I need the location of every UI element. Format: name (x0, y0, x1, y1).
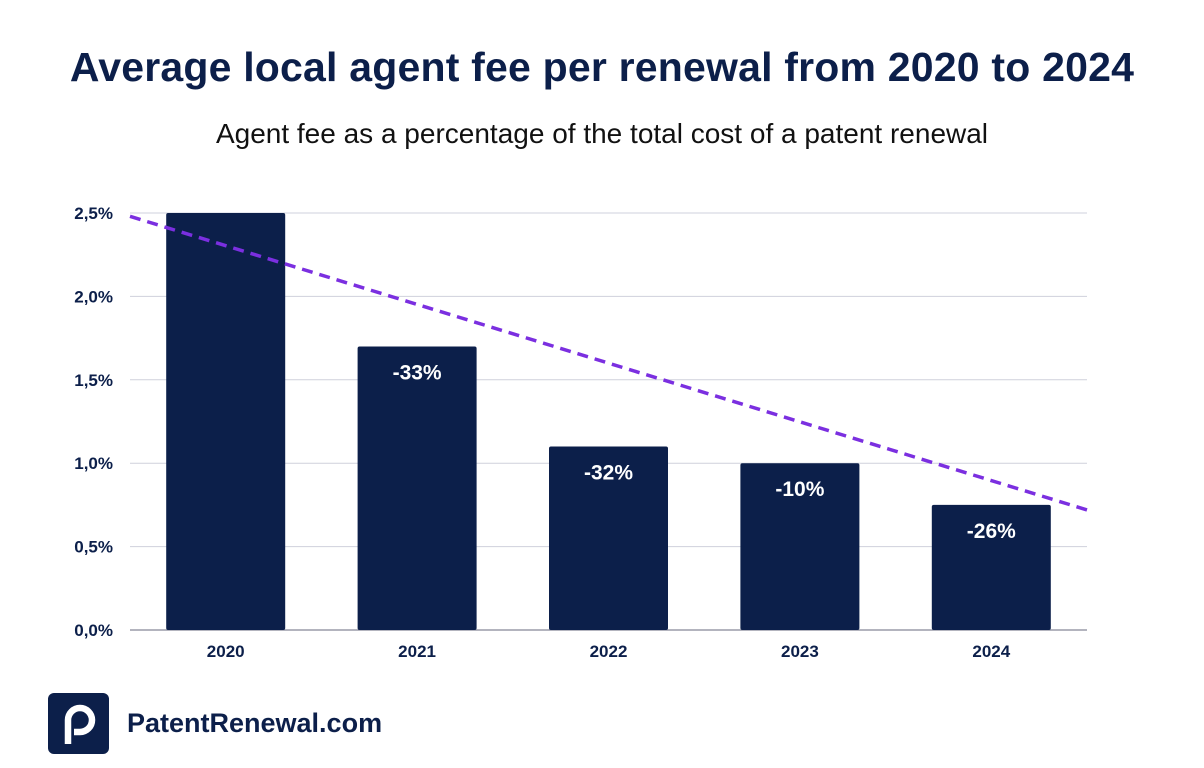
bar-data-label: -33% (393, 361, 442, 384)
y-tick-label: 2,5% (74, 204, 113, 223)
y-tick-label: 1,0% (74, 454, 113, 473)
bar (549, 446, 668, 630)
brand-name: PatentRenewal.com (127, 708, 383, 738)
bar-data-label: -10% (775, 478, 824, 501)
x-tick-label: 2022 (590, 642, 628, 661)
bar-data-label: -32% (584, 462, 633, 485)
x-tick-label: 2023 (781, 642, 819, 661)
bar-data-label: -26% (967, 520, 1016, 543)
bar (931, 504, 1051, 630)
y-tick-label: 0,5% (74, 538, 113, 557)
p-logo-icon (64, 704, 95, 744)
trend-line (129, 214, 1088, 512)
x-tick-label: 2020 (207, 642, 245, 661)
brand-logo-icon (48, 693, 109, 754)
chart-subtitle: Agent fee as a percentage of the total c… (215, 118, 989, 149)
bar (740, 463, 860, 630)
y-tick-label: 1,5% (74, 371, 113, 390)
y-tick-label: 0,0% (74, 621, 113, 640)
y-tick-label: 2,0% (74, 287, 113, 306)
bar (166, 213, 286, 630)
x-tick-label: 2021 (398, 642, 436, 661)
chart-title: Average local agent fee per renewal from… (69, 44, 1135, 90)
x-tick-label: 2024 (972, 642, 1010, 661)
bar-chart: 0,0% 0,5% 1,0% 1,5% 2,0% 2,5% 2020 2021 -33% 2022… (74, 204, 1088, 661)
bar (357, 346, 477, 630)
brand: PatentRenewal.com (48, 693, 382, 754)
